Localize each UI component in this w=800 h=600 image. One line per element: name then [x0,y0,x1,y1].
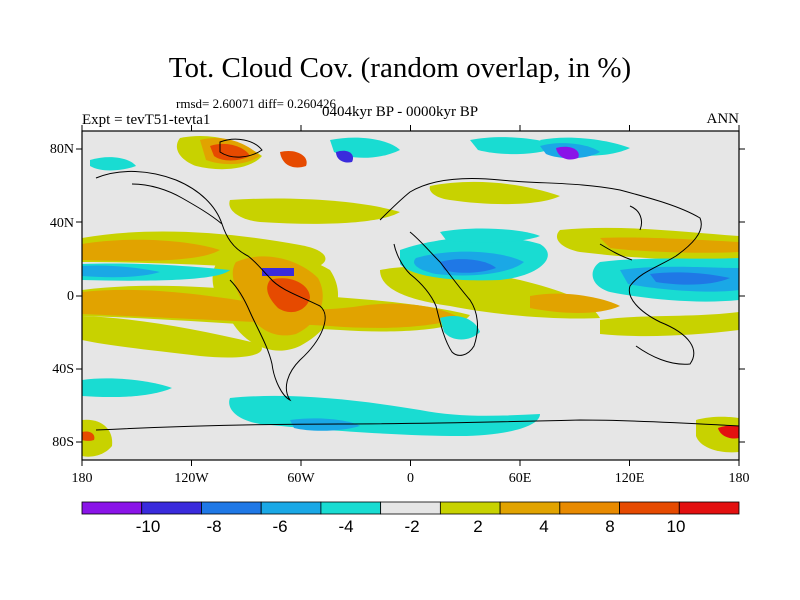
lat-tick-label: 80N [50,142,74,157]
plot-title: Tot. Cloud Cov. (random overlap, in %) [168,52,632,84]
colorbar-label: -8 [206,517,221,536]
colorbar-box [201,501,262,515]
lat-tick-label: 40S [52,362,74,377]
lon-tick-label: 60E [509,471,532,486]
lon-tick-label: 0 [407,471,414,486]
colorbar-label: 10 [667,517,686,536]
colorbar-box [320,501,382,515]
coastlines [95,138,739,431]
colorbar-box [260,501,322,515]
colorbar-label: -6 [272,517,287,536]
lat-tick-label: 0 [67,289,74,304]
axis-ticks [76,125,745,466]
anomaly-field [82,136,739,457]
season-label: ANN [706,111,740,127]
experiment-label: Expt = tevT51-tevta1 [82,112,211,128]
lon-tick-label: 120W [174,471,209,486]
colorbar [81,501,740,515]
colorbar-label: -4 [338,517,353,536]
colorbar-label: -10 [136,517,161,536]
colorbar-box [499,501,561,515]
lat-tick-label: 40N [50,216,74,231]
period-label: 0404kyr BP - 0000kyr BP [322,104,479,120]
colorbar-label: 8 [605,517,614,536]
stats-label: rmsd= 2.60071 diff= 0.260426 [176,96,336,111]
colorbar-label: 4 [539,517,548,536]
colorbar-label: -2 [404,517,419,536]
colorbar-label: 2 [473,517,482,536]
lat-tick-label: 80S [52,435,74,450]
colorbar-box [619,501,680,515]
lon-tick-label: 180 [72,471,93,486]
colorbar-box [678,501,740,515]
lon-tick-label: 180 [729,471,750,486]
colorbar-box [380,501,441,515]
colorbar-box [559,501,620,515]
colorbar-box [141,501,202,515]
colorbar-box [439,501,501,515]
lon-tick-label: 60W [287,471,315,486]
lon-tick-label: 120E [615,471,645,486]
colorbar-box [81,501,143,515]
